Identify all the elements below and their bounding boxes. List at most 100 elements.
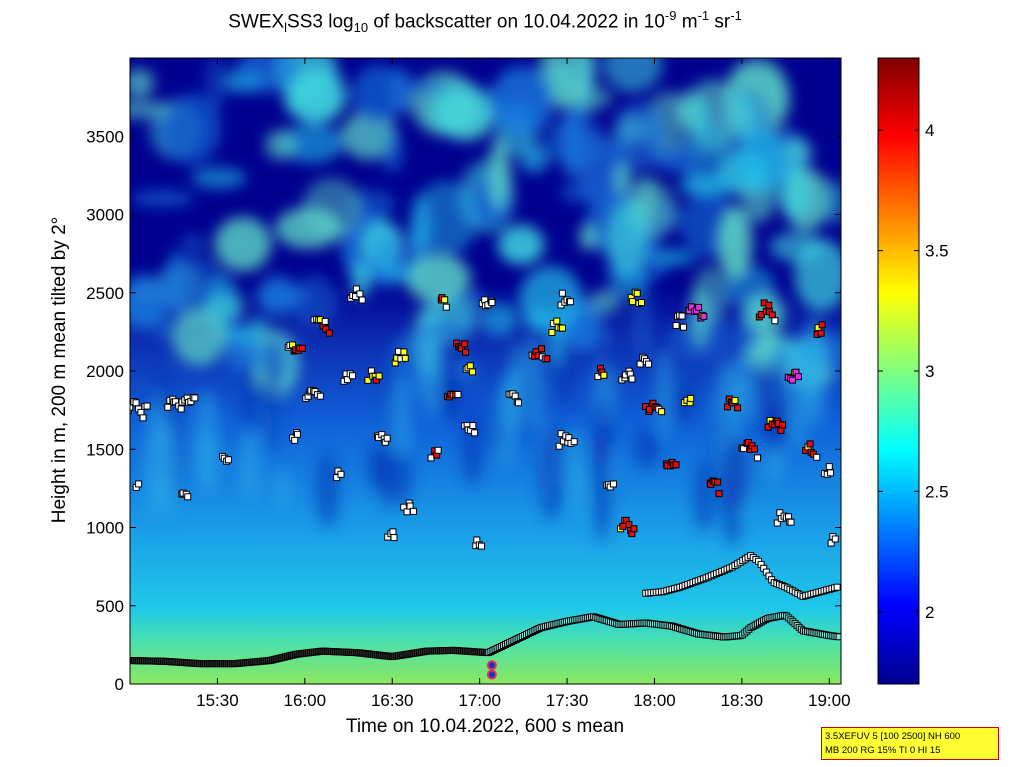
colorbar: 2 2.5 3 3.5 4 (877, 57, 949, 685)
detection-point (700, 312, 708, 320)
detection-point (514, 399, 522, 407)
detection-point (715, 490, 723, 498)
detection-point (139, 414, 147, 422)
cloud-patch (497, 224, 545, 265)
y-tick-label: 2000 (86, 362, 124, 381)
detection-point (469, 422, 477, 430)
cloud-patch (735, 128, 787, 195)
x-tick-label: 18:00 (633, 691, 676, 710)
haze-streak (634, 427, 660, 469)
haze-streak (509, 341, 521, 401)
detection-point (695, 303, 703, 311)
haze-streak (197, 431, 218, 495)
detection-point (794, 373, 802, 381)
detection-point (143, 402, 151, 410)
cloud-patch (652, 146, 702, 173)
cloud-patch (614, 162, 631, 197)
detection-point (637, 299, 645, 307)
cloud-patch (480, 302, 518, 336)
haze-streak (237, 427, 263, 501)
colorbar-tick-label: 3.5 (925, 242, 949, 261)
info-line-1: 3.5XEFUV 5 [100 2500] NH 600 (825, 731, 961, 742)
detection-point (293, 430, 301, 438)
detection-point (454, 391, 462, 399)
cloud-patch (783, 135, 807, 175)
colorbar-tick-label: 2.5 (925, 482, 949, 501)
cloud-patch (539, 58, 596, 106)
detection-point (818, 321, 826, 329)
cloud-patch (379, 263, 416, 281)
detection-point (442, 303, 450, 311)
detection-point (462, 348, 470, 356)
detection-point (609, 480, 617, 488)
haze-streak (315, 453, 340, 528)
cloud-patch (823, 179, 841, 224)
detection-point (672, 321, 680, 329)
y-tick-label: 0 (115, 675, 124, 694)
detection-point (441, 296, 449, 304)
haze-streak (594, 397, 613, 466)
settings-info-box: 3.5XEFUV 5 [100 2500] NH 600 MB 200 RG 1… (821, 727, 999, 760)
detection-point (135, 480, 143, 488)
detection-point (375, 372, 383, 380)
x-axis-label: Time on 10.04.2022, 600 s mean (345, 716, 625, 737)
y-tick-label: 1500 (86, 440, 124, 459)
surface-layer-point (835, 633, 841, 641)
cloud-patch (717, 206, 753, 281)
cloud-patch (382, 131, 404, 173)
detection-point (813, 453, 821, 461)
detection-point (628, 375, 636, 383)
detection-point (825, 463, 833, 471)
detection-point (224, 456, 232, 464)
cloud-patch (373, 235, 400, 291)
special-marker (486, 660, 497, 671)
x-tick-label: 15:30 (196, 691, 239, 710)
detection-point (316, 392, 324, 400)
detection-point (714, 478, 722, 486)
upper-layer-point (833, 583, 841, 591)
y-tick-label: 1000 (86, 519, 124, 538)
detection-point (687, 394, 695, 402)
haze-streak (723, 438, 751, 512)
cloud-patch (302, 177, 362, 237)
cloud-patch (352, 64, 405, 125)
detection-point (558, 289, 566, 297)
x-tick-label: 16:30 (371, 691, 414, 710)
y-tick-label: 500 (96, 597, 124, 616)
detection-point (619, 522, 627, 530)
detection-point (678, 312, 686, 320)
detection-point (789, 376, 797, 384)
x-tick-label: 17:00 (458, 691, 501, 710)
detection-point (434, 446, 442, 454)
x-tick-label: 19:00 (808, 691, 851, 710)
cloud-patch (264, 129, 297, 160)
cloud-patch (589, 289, 620, 314)
cloud-patch (257, 274, 297, 317)
detection-point (466, 362, 474, 370)
cloud-patch (606, 201, 647, 277)
detection-point (538, 345, 546, 353)
cloud-patch (558, 110, 584, 180)
haze-streak (152, 391, 168, 462)
haze-streak (761, 360, 785, 455)
detection-point (325, 329, 333, 337)
detection-point (645, 360, 653, 368)
colorbar-tick-label: 4 (925, 121, 934, 140)
detection-point (633, 289, 641, 297)
cloud-patch (794, 238, 841, 311)
detection-point (831, 535, 839, 543)
cloud-patch (405, 253, 471, 304)
cloud-patch (778, 167, 812, 220)
cloud-patch (579, 223, 598, 251)
cloud-patch (162, 93, 221, 165)
detection-point (628, 298, 636, 306)
cloud-patch (489, 66, 554, 138)
cloud-patch (130, 274, 168, 330)
cloud-patch (290, 274, 339, 329)
y-tick-label: 3000 (86, 206, 124, 225)
special-marker (486, 669, 497, 680)
detection-point (734, 404, 742, 412)
detection-point (566, 298, 574, 306)
